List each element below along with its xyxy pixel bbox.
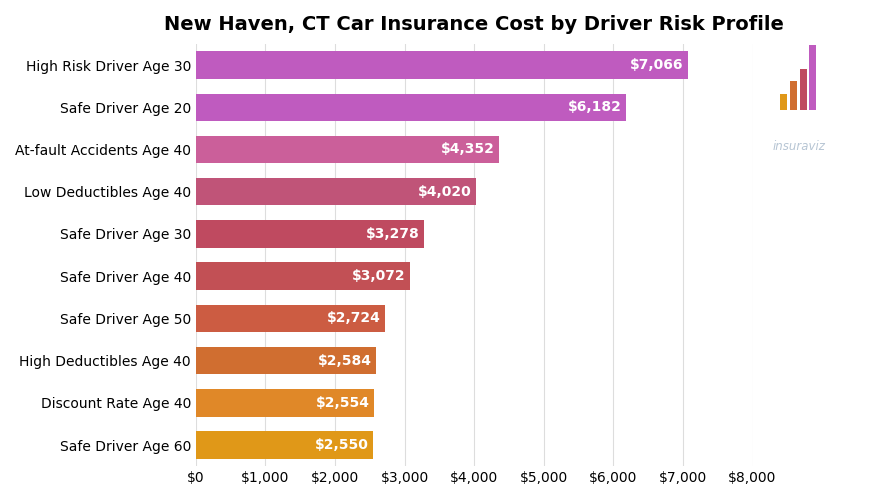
Text: $4,352: $4,352 — [440, 142, 494, 156]
Text: $2,584: $2,584 — [317, 354, 371, 368]
Text: $2,554: $2,554 — [315, 396, 369, 410]
Text: $4,020: $4,020 — [417, 184, 471, 198]
Bar — [196, 52, 687, 78]
Bar — [789, 80, 796, 110]
Text: $7,066: $7,066 — [629, 58, 682, 72]
Text: $2,550: $2,550 — [315, 438, 368, 452]
Bar — [196, 304, 385, 332]
Text: $3,278: $3,278 — [366, 227, 419, 241]
Bar — [196, 347, 375, 374]
Text: insuraviz: insuraviz — [772, 140, 824, 153]
Bar — [799, 70, 806, 110]
Text: $3,072: $3,072 — [351, 269, 405, 283]
Bar — [196, 94, 626, 121]
Bar — [196, 262, 409, 290]
Bar — [196, 136, 498, 163]
Text: $6,182: $6,182 — [567, 100, 621, 114]
Bar — [196, 220, 423, 248]
Bar — [196, 432, 373, 458]
Title: New Haven, CT Car Insurance Cost by Driver Risk Profile: New Haven, CT Car Insurance Cost by Driv… — [164, 15, 783, 34]
Bar — [808, 45, 815, 110]
Bar — [779, 94, 786, 110]
Text: $2,724: $2,724 — [327, 312, 381, 326]
Bar — [196, 389, 373, 416]
Bar — [196, 178, 475, 206]
